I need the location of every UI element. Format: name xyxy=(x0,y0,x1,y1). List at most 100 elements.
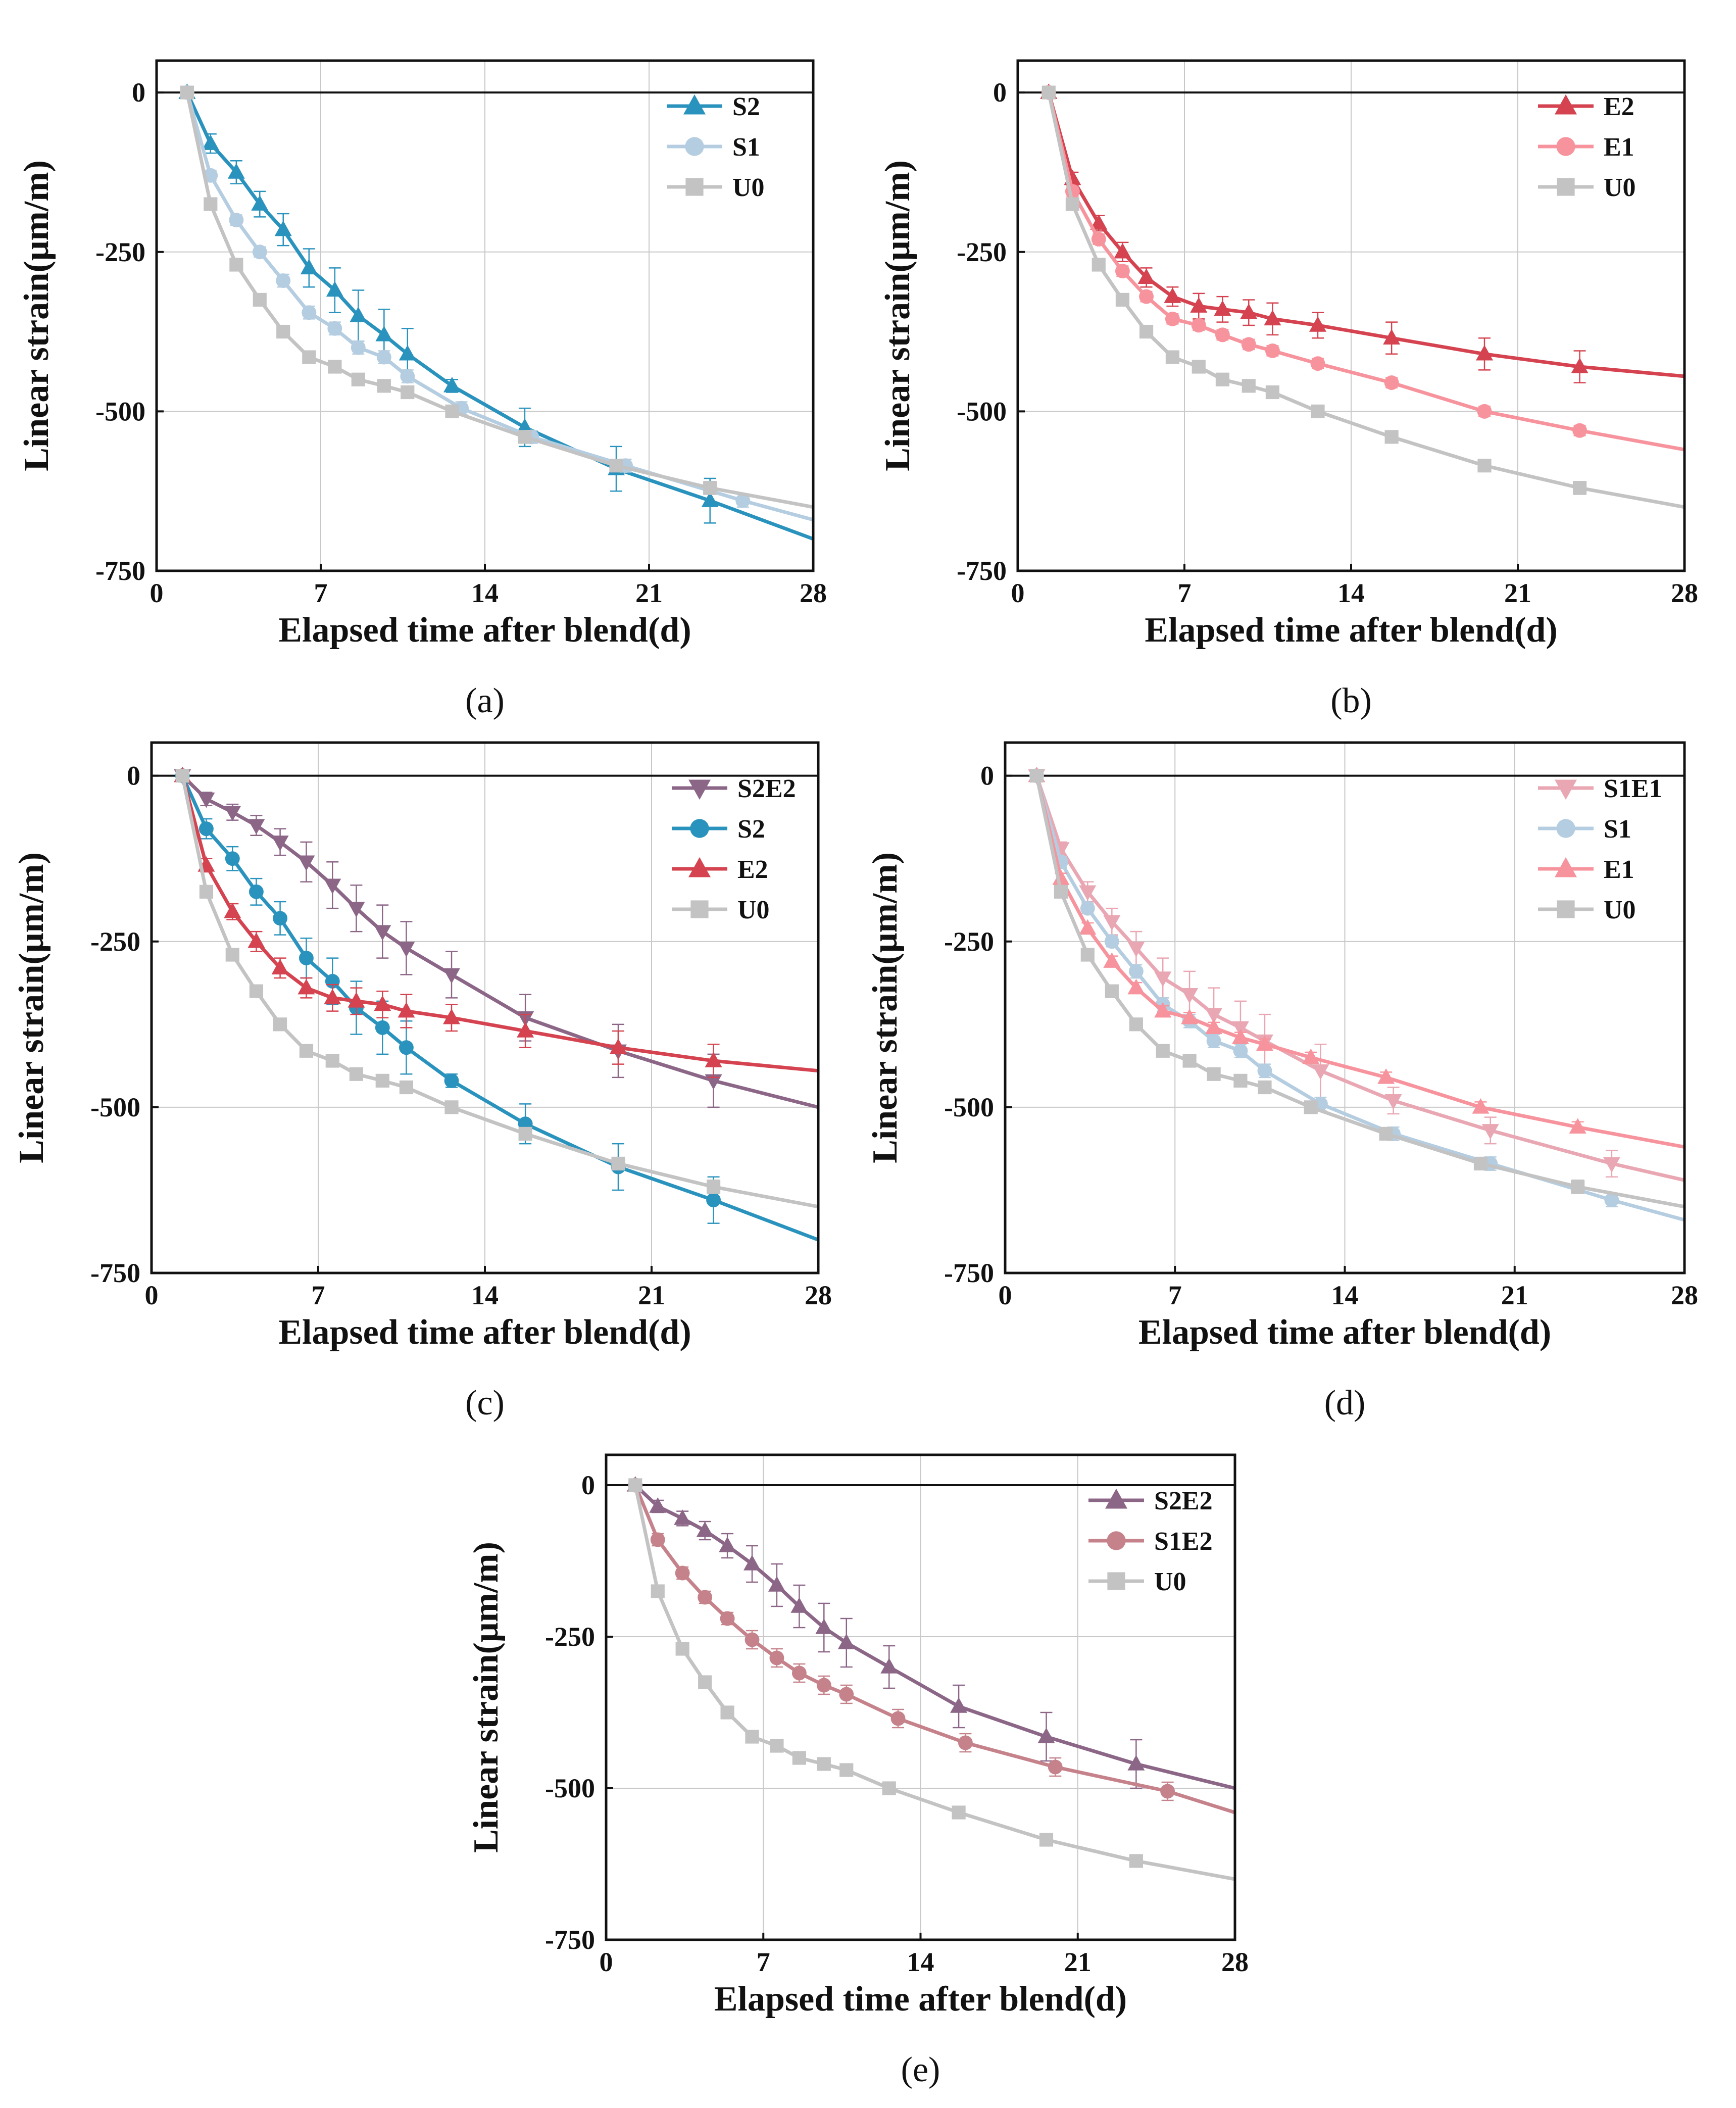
data-point-S1E2 xyxy=(816,1678,831,1693)
data-point-S2E2 xyxy=(443,968,460,984)
y-tick-label: -750 xyxy=(944,1258,994,1288)
data-point-S1E2 xyxy=(745,1632,760,1647)
data-point-S2 xyxy=(399,345,416,361)
data-point-U0 xyxy=(1039,1833,1054,1847)
data-point-U0 xyxy=(792,1751,806,1765)
panel-label-e: (e) xyxy=(901,2050,940,2089)
data-point-E2 xyxy=(1090,214,1108,230)
data-point-U0 xyxy=(276,324,290,339)
data-point-S2 xyxy=(299,951,314,966)
chart-panel-c: 0 7 14 21 28 0 -250 -500 -750 Elapsed time after … xyxy=(12,741,832,1423)
x-tick-label: 14 xyxy=(1337,578,1365,608)
data-point-U0 xyxy=(273,1017,287,1032)
data-point-E1 xyxy=(1572,423,1588,438)
y-tick-label: 0 xyxy=(993,77,1007,108)
y-tick-label: -250 xyxy=(545,1622,595,1652)
data-point-S2 xyxy=(273,911,288,926)
data-point-S2E2 xyxy=(297,855,315,871)
data-point-U0 xyxy=(1215,372,1230,386)
data-point-U0 xyxy=(1304,1100,1318,1114)
data-point-E2 xyxy=(1571,358,1589,373)
x-tick-label: 0 xyxy=(150,578,164,608)
data-point-U0 xyxy=(1105,984,1119,998)
legend-marker-S1E2 xyxy=(1107,1531,1126,1550)
data-point-S1E1 xyxy=(1384,1094,1402,1110)
data-point-E2 xyxy=(271,959,289,974)
data-point-S2E2 xyxy=(197,792,215,808)
data-point-U0 xyxy=(1139,324,1154,339)
y-axis-title: Linear strain(μm/m) xyxy=(17,160,56,471)
data-point-S1E1 xyxy=(1154,971,1172,987)
y-axis-title: Linear strain(μm/m) xyxy=(866,852,905,1163)
data-point-E1 xyxy=(1477,404,1492,419)
x-axis-title: Elapsed time after blend(d) xyxy=(278,1313,691,1352)
data-point-S2E2 xyxy=(224,806,241,821)
y-tick-label: 0 xyxy=(127,761,140,791)
data-point-S1E2 xyxy=(698,1590,713,1605)
legend-label-U0: U0 xyxy=(1154,1567,1186,1596)
legend-label-E1: E1 xyxy=(1604,133,1634,162)
data-point-S2 xyxy=(225,851,240,866)
data-point-U0 xyxy=(229,258,243,272)
legend-marker-U0 xyxy=(1557,178,1575,196)
data-point-S2 xyxy=(350,307,367,322)
data-point-E1 xyxy=(1115,264,1130,279)
data-point-S1E1 xyxy=(1603,1157,1620,1173)
x-tick-label: 21 xyxy=(1504,578,1531,608)
data-point-S2 xyxy=(251,195,269,211)
data-point-E2 xyxy=(224,902,241,918)
data-point-E2 xyxy=(1240,303,1258,319)
legend-label-U0: U0 xyxy=(1604,173,1636,202)
data-point-E1 xyxy=(1127,978,1145,995)
panel-label-c: (c) xyxy=(465,1384,505,1423)
legend-label-U0: U0 xyxy=(1604,896,1636,924)
data-point-U0 xyxy=(299,1044,314,1058)
series-S1E2 xyxy=(628,1478,1236,1815)
y-tick-label: -500 xyxy=(545,1773,595,1803)
data-point-S1 xyxy=(1206,1034,1221,1049)
chart-panel-e: 0 7 14 21 28 0 -250 -500 -750 Elapsed time after … xyxy=(467,1453,1249,2089)
data-point-U0 xyxy=(1477,459,1492,473)
data-point-E2 xyxy=(374,995,391,1011)
y-axis-title: Linear strain(μm/m) xyxy=(467,1542,506,1853)
series-S2E2 xyxy=(626,1476,1235,1790)
y-tick-label: -250 xyxy=(944,926,994,957)
series-U0 xyxy=(628,1478,1235,1881)
data-point-E1 xyxy=(1191,318,1206,333)
data-point-U0 xyxy=(628,1478,642,1492)
data-point-S2 xyxy=(375,326,393,341)
legend-label-E1: E1 xyxy=(1604,855,1634,884)
data-point-S2E2 xyxy=(649,1497,667,1513)
chart-panel-a: 0 7 14 21 28 0 -250 -500 -750 Elapsed time after … xyxy=(17,59,827,720)
data-point-E2 xyxy=(398,1002,415,1018)
data-point-U0 xyxy=(1265,385,1280,400)
data-point-U0 xyxy=(180,85,194,100)
data-point-U0 xyxy=(703,481,717,495)
x-tick-label: 14 xyxy=(471,1280,499,1310)
data-point-U0 xyxy=(675,1642,689,1656)
series-U0 xyxy=(180,85,814,509)
x-axis-title: Elapsed time after blend(d) xyxy=(1145,611,1557,650)
legend-marker-U0 xyxy=(685,178,704,196)
series-E2 xyxy=(1040,83,1685,383)
legend-marker-S2E2 xyxy=(1105,1488,1127,1509)
series-S1 xyxy=(179,85,814,522)
x-tick-label: 0 xyxy=(145,1280,159,1310)
x-tick-label: 28 xyxy=(1671,1280,1698,1310)
data-point-E1 xyxy=(1165,311,1180,326)
legend-marker-E2 xyxy=(688,857,711,877)
data-point-U0 xyxy=(1092,258,1106,272)
data-point-U0 xyxy=(651,1584,665,1598)
data-point-U0 xyxy=(199,885,214,899)
data-point-S2 xyxy=(701,492,719,507)
x-tick-label: 14 xyxy=(1331,1280,1359,1310)
series-U0 xyxy=(175,769,819,1209)
data-point-U0 xyxy=(1311,404,1325,418)
data-point-E2 xyxy=(443,1008,460,1024)
data-point-U0 xyxy=(706,1180,721,1194)
data-point-E1 xyxy=(1215,327,1230,342)
data-point-U0 xyxy=(698,1675,712,1689)
data-point-E1 xyxy=(1472,1098,1490,1114)
panel-label-a: (a) xyxy=(465,681,505,720)
y-tick-label: -750 xyxy=(545,1925,595,1955)
